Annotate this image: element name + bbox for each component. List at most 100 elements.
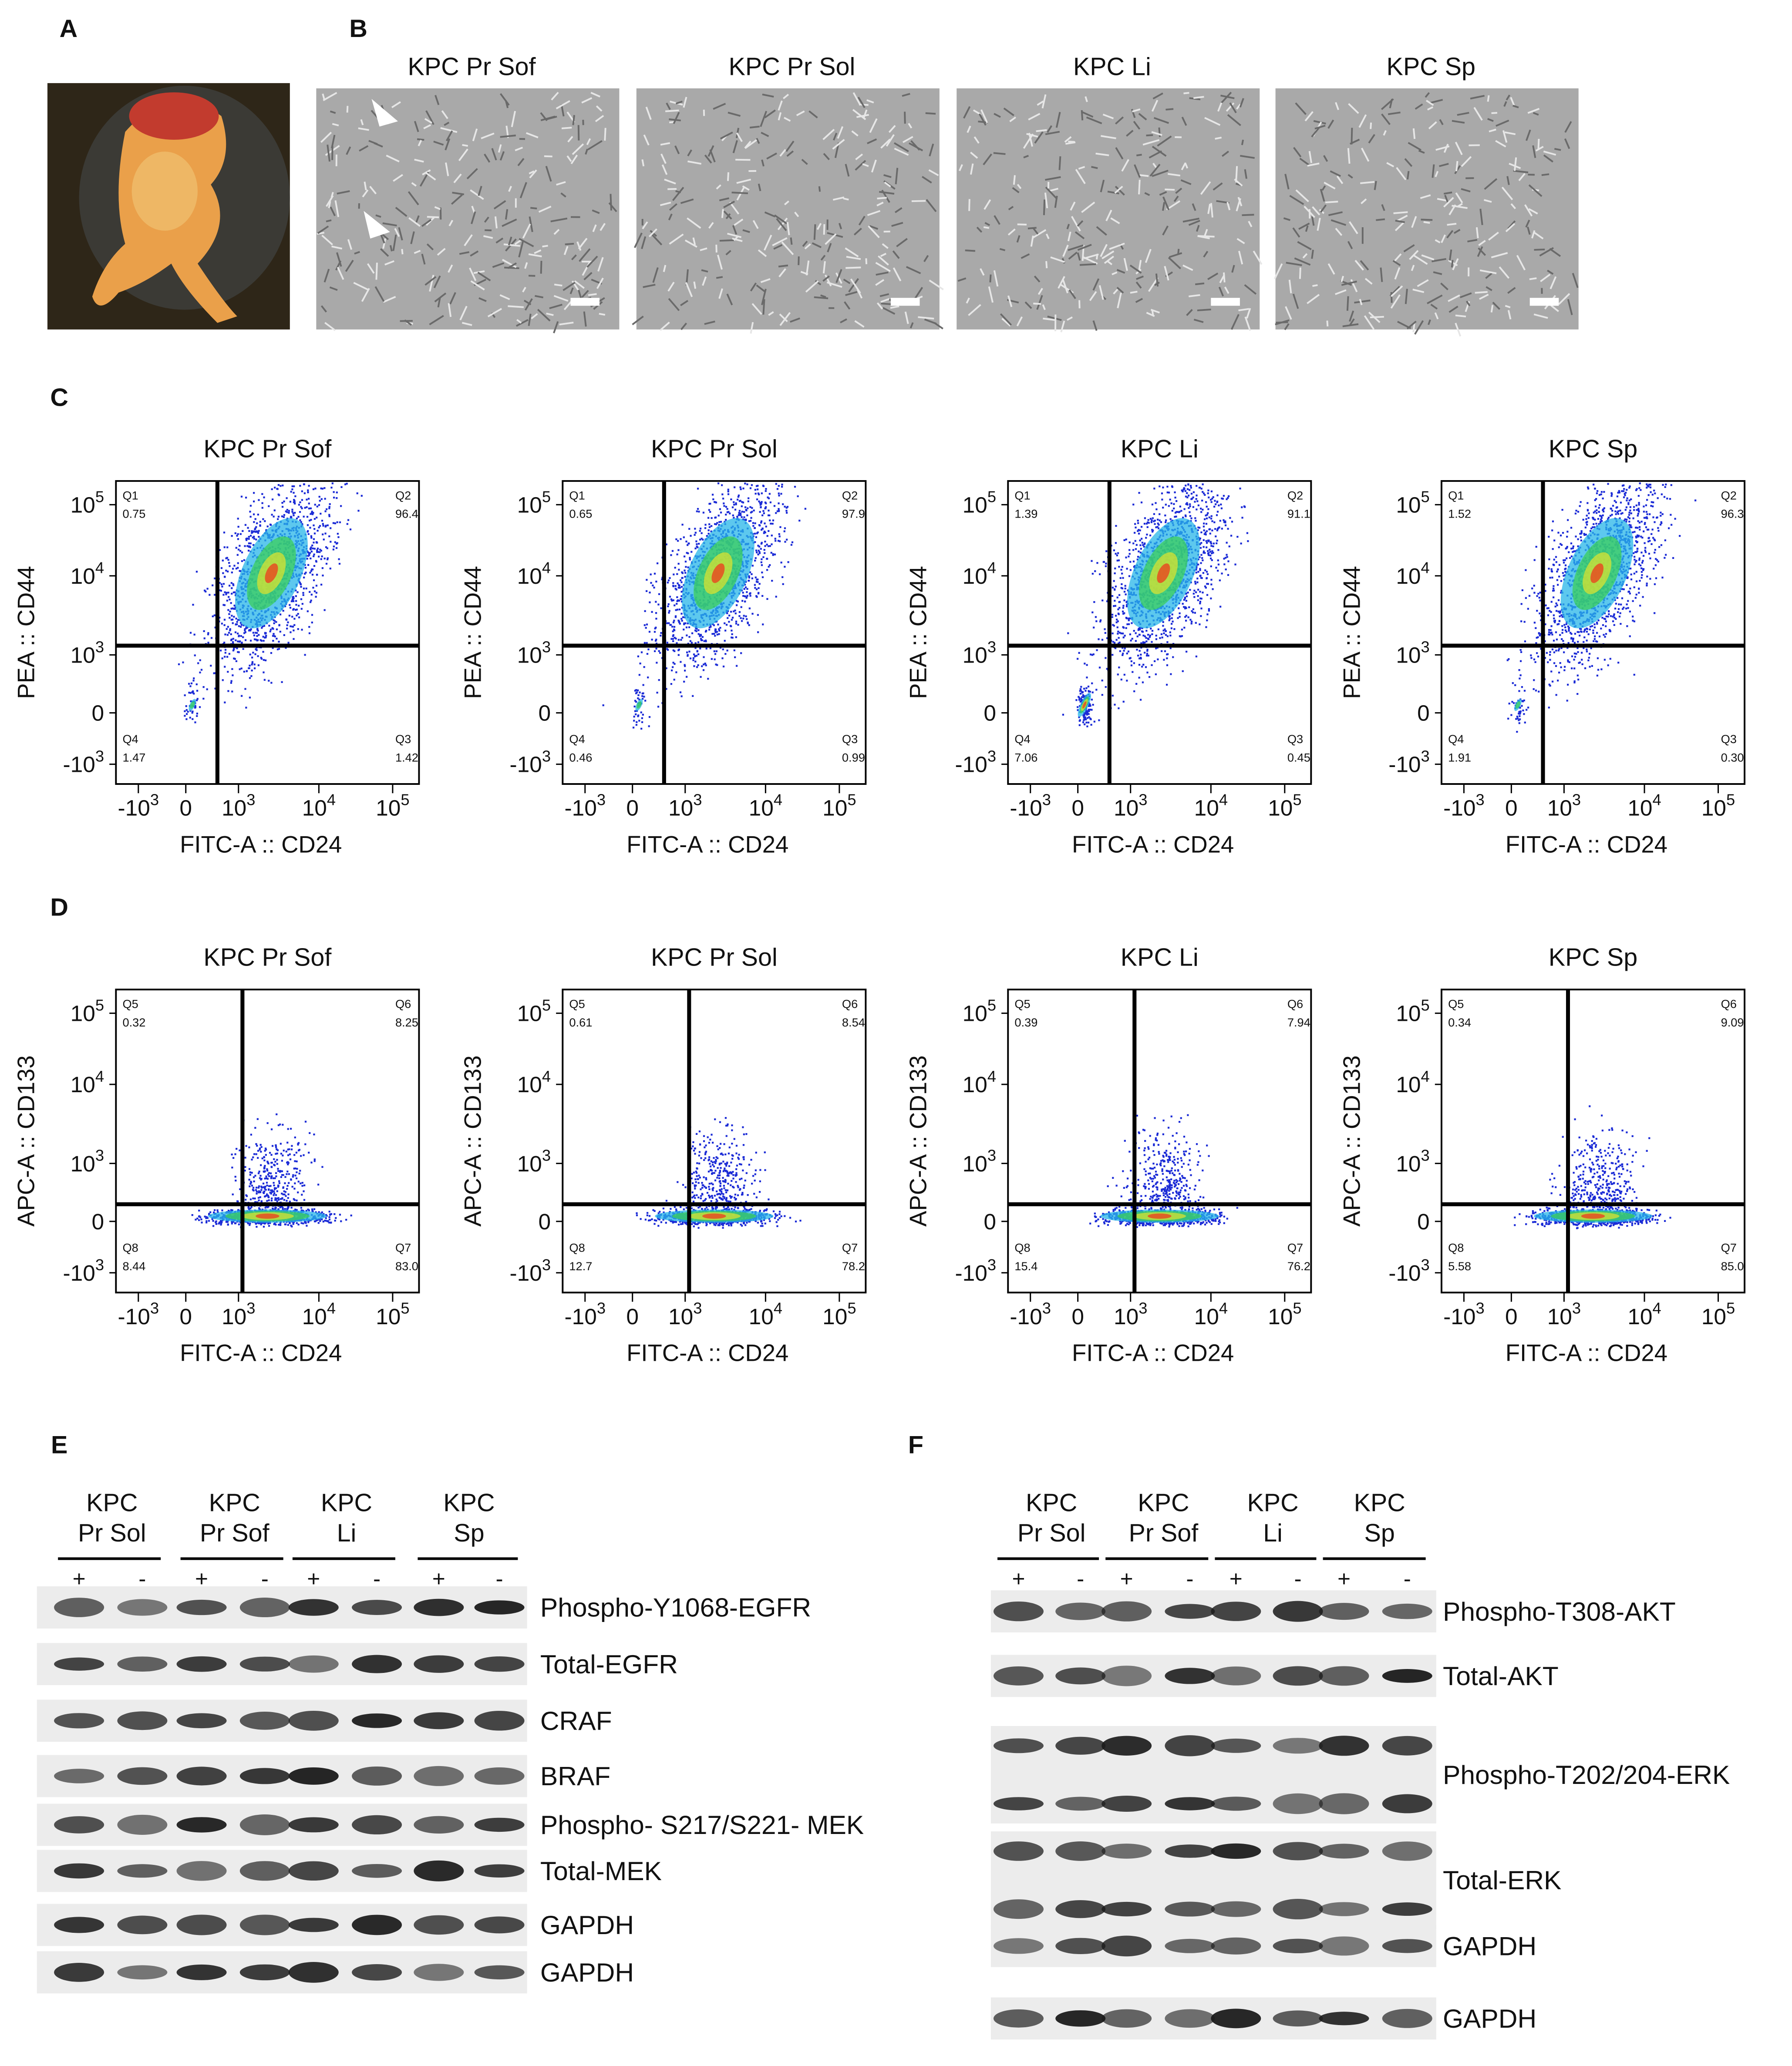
event	[249, 697, 251, 699]
event	[1117, 630, 1119, 633]
cell	[538, 205, 552, 213]
event	[1147, 633, 1149, 636]
event	[228, 585, 231, 587]
cell	[858, 215, 866, 225]
event	[705, 664, 707, 666]
cell	[1335, 228, 1343, 236]
event	[677, 639, 680, 641]
cell	[1432, 258, 1447, 262]
event	[308, 485, 310, 487]
plot-title: KPC Pr Sof	[203, 435, 332, 463]
event	[257, 629, 259, 632]
event	[1202, 508, 1204, 511]
event	[696, 650, 698, 652]
event	[674, 650, 676, 652]
event	[229, 610, 231, 612]
event	[749, 520, 752, 522]
event	[689, 557, 691, 559]
cell	[790, 237, 793, 245]
cell	[418, 140, 422, 147]
event	[328, 507, 330, 509]
event	[230, 619, 232, 621]
cell	[1351, 128, 1353, 145]
event	[643, 696, 645, 698]
cell	[687, 217, 701, 229]
event	[307, 530, 309, 532]
cell	[1395, 219, 1405, 223]
event	[227, 690, 229, 692]
event	[1210, 557, 1212, 560]
event	[697, 508, 699, 510]
event	[336, 491, 338, 494]
event	[300, 608, 303, 610]
event	[307, 498, 310, 500]
cell	[1461, 188, 1471, 192]
event	[635, 701, 637, 703]
cell	[680, 323, 687, 330]
cell	[660, 153, 667, 164]
event	[1169, 634, 1172, 636]
event	[265, 636, 267, 639]
cell	[1507, 310, 1512, 320]
cell	[587, 140, 603, 151]
event	[1211, 559, 1213, 561]
event	[1200, 511, 1203, 513]
cell	[643, 284, 656, 288]
cell	[445, 162, 449, 176]
cell	[835, 269, 842, 283]
event	[313, 579, 315, 582]
event	[317, 555, 320, 558]
cell	[976, 226, 983, 233]
event	[698, 511, 700, 513]
event	[296, 517, 298, 520]
event	[714, 653, 717, 655]
event	[1133, 630, 1135, 632]
cell	[1150, 309, 1160, 314]
event	[677, 562, 680, 565]
cell	[1496, 119, 1509, 127]
event	[680, 585, 683, 588]
cell	[517, 158, 525, 166]
event	[236, 535, 238, 537]
event	[729, 625, 732, 627]
event	[757, 488, 759, 491]
cell	[822, 128, 835, 140]
cell	[784, 200, 789, 205]
cell	[507, 262, 517, 269]
cell	[871, 159, 877, 173]
cell	[1444, 195, 1449, 204]
cell	[750, 322, 754, 334]
event	[270, 524, 272, 526]
event	[294, 511, 296, 514]
event	[715, 501, 717, 504]
event	[676, 596, 678, 598]
event	[261, 507, 263, 509]
event	[676, 553, 678, 555]
event	[684, 664, 686, 666]
cell	[525, 132, 539, 138]
event	[309, 601, 312, 603]
event	[1151, 503, 1154, 505]
cell	[1042, 304, 1046, 310]
cell	[1354, 259, 1364, 271]
event	[292, 512, 294, 515]
event	[674, 636, 676, 639]
event	[755, 549, 758, 552]
cell	[1016, 316, 1023, 326]
event	[192, 692, 194, 694]
event	[1225, 568, 1227, 571]
event	[1166, 641, 1169, 643]
event	[312, 488, 315, 491]
event	[776, 488, 779, 490]
event	[762, 556, 765, 559]
event	[646, 653, 649, 655]
cell	[1181, 117, 1187, 126]
cell	[1089, 291, 1097, 301]
event	[232, 649, 235, 652]
event	[778, 510, 780, 512]
event	[755, 576, 757, 579]
event	[712, 498, 714, 501]
event	[694, 655, 696, 657]
micrograph-bg	[636, 88, 940, 330]
event	[1187, 484, 1189, 486]
